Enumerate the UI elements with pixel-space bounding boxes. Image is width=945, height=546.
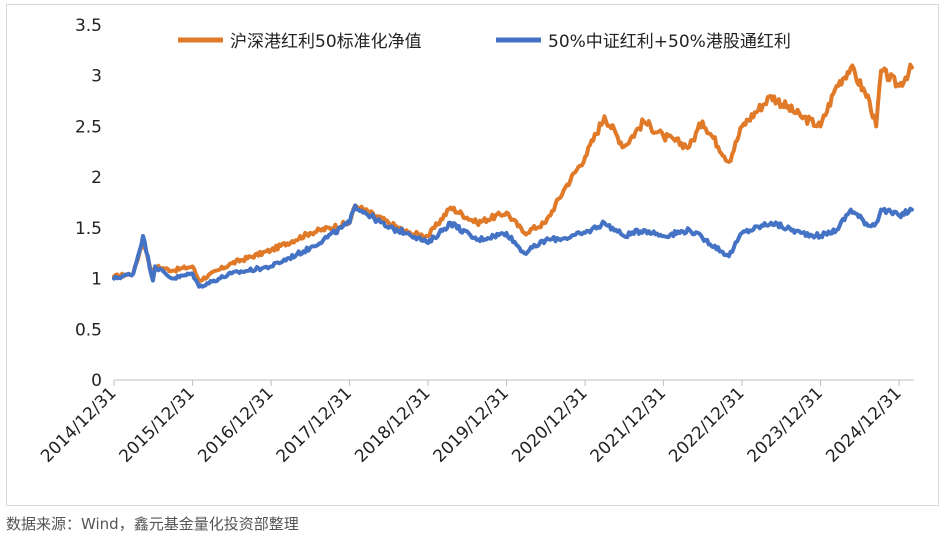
y-tick-label: 0 bbox=[91, 371, 102, 391]
y-tick-label: 1.5 bbox=[75, 219, 102, 239]
y-tick-label: 1 bbox=[91, 270, 102, 290]
line-chart: 00.511.522.533.5 2014/12/312015/12/31201… bbox=[37, 16, 914, 467]
plot-lines bbox=[112, 62, 914, 289]
y-tick-label: 3.5 bbox=[75, 16, 102, 36]
legend-label: 沪深港红利50标准化净值 bbox=[230, 32, 422, 52]
x-tick-label: 2022/12/31 bbox=[665, 383, 748, 466]
legend: 沪深港红利50标准化净值 50%中证红利+50%港股通红利 bbox=[178, 32, 791, 52]
x-tick-label: 2018/12/31 bbox=[351, 383, 434, 466]
x-tick-label: 2021/12/31 bbox=[587, 383, 670, 466]
y-tick-label: 3 bbox=[91, 67, 102, 87]
x-tick-label: 2015/12/31 bbox=[116, 383, 199, 466]
x-tick-label: 2020/12/31 bbox=[508, 383, 591, 466]
x-axis: 2014/12/312015/12/312016/12/312017/12/31… bbox=[37, 379, 914, 467]
y-tick-label: 2 bbox=[91, 168, 102, 188]
x-tick-label: 2016/12/31 bbox=[194, 383, 277, 466]
series-line-benchmark bbox=[112, 203, 914, 289]
x-tick-label: 2019/12/31 bbox=[430, 383, 513, 466]
source-note: 数据来源：Wind，鑫元基金量化投资部整理 bbox=[6, 515, 299, 533]
x-tick-label: 2024/12/31 bbox=[822, 383, 905, 466]
y-axis: 0 0.5 1 1.5 2 2.5 3 3.5 bbox=[75, 16, 102, 391]
series-line-dividend50 bbox=[112, 62, 914, 283]
y-tick-label: 0.5 bbox=[75, 320, 102, 340]
x-tick-label: 2014/12/31 bbox=[37, 383, 120, 466]
legend-label: 50%中证红利+50%港股通红利 bbox=[548, 32, 791, 52]
chart-frame bbox=[6, 4, 939, 506]
y-tick-label: 2.5 bbox=[75, 117, 102, 137]
x-tick-label: 2017/12/31 bbox=[273, 383, 356, 466]
x-tick-label: 2023/12/31 bbox=[744, 383, 827, 466]
